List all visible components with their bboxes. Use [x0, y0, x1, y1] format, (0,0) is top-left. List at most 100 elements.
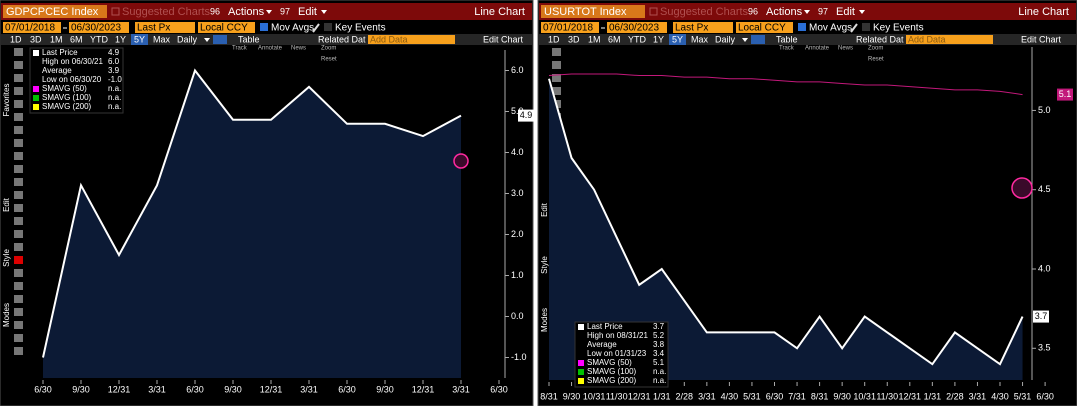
tool-icon[interactable]: [14, 113, 23, 121]
period-button[interactable]: Max: [691, 34, 709, 44]
period-button[interactable]: 1D: [548, 34, 560, 44]
legend-label: SMAVG (100): [587, 367, 637, 376]
legend-value: 3.4: [653, 349, 665, 358]
related-data[interactable]: Related Dat: [856, 34, 904, 44]
edit-chart[interactable]: Edit Chart: [483, 34, 524, 44]
tool-icon[interactable]: [14, 100, 23, 108]
edit-menu[interactable]: Edit: [298, 6, 317, 18]
x-tick-label: 7/31: [788, 391, 806, 401]
period-button[interactable]: 1M: [50, 34, 63, 44]
tool-icon[interactable]: [14, 152, 23, 160]
chart-tool[interactable]: Track: [232, 46, 248, 52]
y-tick-label: 4.0: [511, 147, 524, 157]
period-button[interactable]: 5Y: [134, 34, 145, 44]
period-button[interactable]: 3D: [30, 34, 42, 44]
add-data[interactable]: Add Data: [908, 34, 946, 44]
table-button[interactable]: Table: [238, 34, 260, 44]
frequency[interactable]: Daily: [715, 34, 736, 44]
chart-tool[interactable]: News: [838, 46, 853, 52]
tool-icon[interactable]: [14, 282, 23, 290]
legend-label: Low on 06/30/20: [42, 75, 102, 84]
start-date[interactable]: 07/01/2018: [543, 23, 593, 34]
ticker[interactable]: GDPCPCEC Index: [6, 6, 99, 18]
legend-value: n.a.: [108, 102, 121, 111]
tool-icon[interactable]: [14, 48, 23, 56]
period-button[interactable]: Max: [153, 34, 171, 44]
tool-icon[interactable]: [552, 87, 561, 95]
end-date[interactable]: 06/30/2023: [609, 23, 659, 34]
period-button[interactable]: 1Y: [653, 34, 664, 44]
mov-avgs[interactable]: Mov Avgs: [809, 23, 852, 34]
tool-icon[interactable]: [14, 191, 23, 199]
frequency[interactable]: Daily: [177, 34, 198, 44]
chart-tool[interactable]: Annotate: [258, 46, 283, 52]
period-button[interactable]: YTD: [90, 34, 109, 44]
currency[interactable]: Local CCY: [738, 23, 786, 34]
chart-tool[interactable]: Reset: [321, 57, 337, 63]
last-value: 3.7: [1035, 311, 1048, 321]
chart-tool[interactable]: News: [291, 46, 306, 52]
edit-menu[interactable]: Edit: [836, 6, 855, 18]
actions-menu[interactable]: Actions: [766, 6, 803, 18]
suggested-charts[interactable]: Suggested Charts: [122, 6, 211, 18]
tool-icon[interactable]: [552, 48, 561, 56]
related-data[interactable]: Related Dat: [318, 34, 366, 44]
chart-tool[interactable]: Zoom: [868, 46, 883, 52]
currency[interactable]: Local CCY: [200, 23, 248, 34]
period-button[interactable]: 3D: [568, 34, 580, 44]
legend-value: n.a.: [108, 93, 121, 102]
chart-tool[interactable]: Annotate: [805, 46, 830, 52]
tool-icon[interactable]: [14, 165, 23, 173]
last-value-tag: [1033, 310, 1049, 323]
tool-icon[interactable]: [14, 61, 23, 69]
legend-label: SMAVG (200): [587, 376, 637, 385]
tool-icon[interactable]: [14, 217, 23, 225]
tool-icon[interactable]: [14, 256, 23, 264]
field[interactable]: Last Px: [675, 23, 708, 34]
key-events[interactable]: Key Events: [873, 23, 924, 34]
currency-box: [198, 22, 255, 33]
actions-menu[interactable]: Actions: [228, 6, 265, 18]
tool-icon[interactable]: [14, 334, 23, 342]
chart-tool[interactable]: Zoom: [321, 46, 336, 52]
tool-icon[interactable]: [14, 347, 23, 355]
edit-chart[interactable]: Edit Chart: [1021, 34, 1062, 44]
tool-icon[interactable]: [14, 74, 23, 82]
start-date[interactable]: 07/01/2018: [5, 23, 55, 34]
tool-icon[interactable]: [552, 74, 561, 82]
chart-tool[interactable]: Track: [779, 46, 795, 52]
add-data[interactable]: Add Data: [370, 34, 408, 44]
tool-icon[interactable]: [14, 295, 23, 303]
table-button[interactable]: Table: [776, 34, 798, 44]
suggested-charts[interactable]: Suggested Charts: [660, 6, 749, 18]
period-button[interactable]: 5Y: [672, 34, 683, 44]
tool-icon[interactable]: [14, 126, 23, 134]
key-events[interactable]: Key Events: [335, 23, 386, 34]
side-label: Style: [540, 256, 549, 274]
x-tick-label: 9/30: [563, 391, 581, 401]
tool-icon[interactable]: [14, 230, 23, 238]
end-date[interactable]: 06/30/2023: [71, 23, 121, 34]
tool-icon[interactable]: [14, 178, 23, 186]
period-button[interactable]: YTD: [628, 34, 647, 44]
x-tick-label: 6/30: [490, 384, 508, 394]
tool-icon[interactable]: [14, 321, 23, 329]
ticker[interactable]: USURTOT Index: [544, 6, 627, 18]
period-button[interactable]: 1Y: [115, 34, 126, 44]
tool-icon[interactable]: [14, 204, 23, 212]
tool-icon[interactable]: [14, 269, 23, 277]
mov-avgs[interactable]: Mov Avgs: [271, 23, 314, 34]
tool-icon[interactable]: [14, 87, 23, 95]
tool-icon[interactable]: [14, 243, 23, 251]
period-button[interactable]: 6M: [608, 34, 621, 44]
chart-tool[interactable]: Reset: [868, 57, 884, 63]
field-box: [135, 22, 195, 33]
period-button[interactable]: 1D: [10, 34, 22, 44]
tool-icon[interactable]: [14, 139, 23, 147]
period-button[interactable]: 1M: [588, 34, 601, 44]
field[interactable]: Last Px: [137, 23, 170, 34]
period-button[interactable]: 6M: [70, 34, 83, 44]
legend-label: Low on 01/31/23: [587, 349, 647, 358]
tool-icon[interactable]: [14, 308, 23, 316]
tool-icon[interactable]: [552, 61, 561, 69]
